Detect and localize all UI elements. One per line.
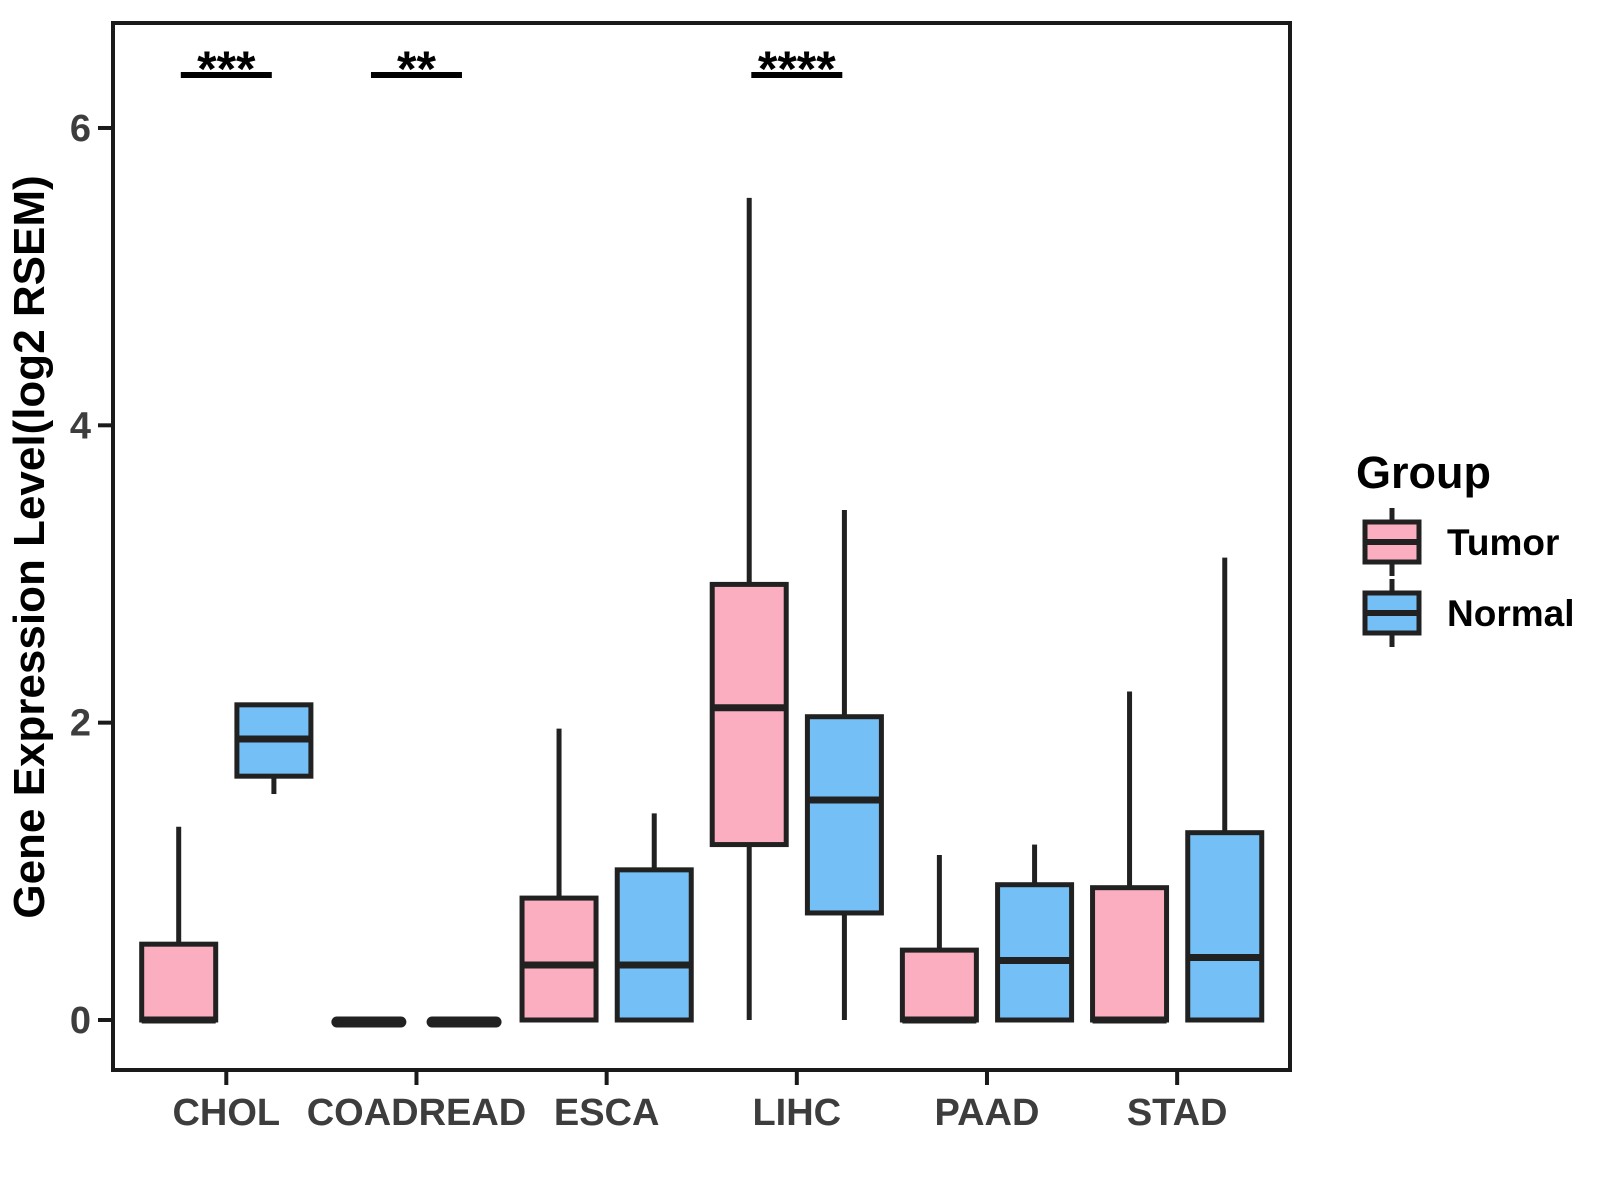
iqr-box xyxy=(139,941,219,1023)
box-normal-LIHC xyxy=(804,510,884,1020)
box-normal-PAAD xyxy=(995,844,1075,1023)
box-tumor-LIHC xyxy=(709,197,789,1020)
x-axis-label: COADREAD xyxy=(307,1092,527,1134)
y-tick-label: 6 xyxy=(70,108,91,150)
y-tick-label: 0 xyxy=(70,1000,91,1042)
iqr-box xyxy=(614,867,694,1023)
y-axis-title: Gene Expression Level(log2 RSEM) xyxy=(5,175,54,918)
significance-label: ** xyxy=(397,41,436,97)
iqr-box xyxy=(519,895,599,1023)
panel-border xyxy=(111,21,1292,1072)
significance-layer: *** ** **** xyxy=(180,41,843,97)
iqr-box xyxy=(1090,885,1170,1023)
y-axis: 0 2 4 6 xyxy=(70,108,113,1042)
x-axis-label: CHOL xyxy=(172,1092,280,1134)
significance-label: *** xyxy=(197,41,256,97)
x-axis: CHOL COADREAD ESCA LIHC PAAD STAD xyxy=(172,1070,1227,1134)
box-tumor-STAD xyxy=(1090,691,1170,1024)
box-tumor-CHOL xyxy=(139,826,219,1024)
iqr-box xyxy=(804,714,884,916)
box-normal-ESCA xyxy=(614,813,694,1023)
x-axis-label: PAAD xyxy=(935,1092,1040,1134)
significance-LIHC: **** xyxy=(751,41,843,97)
x-axis-label: LIHC xyxy=(752,1092,841,1134)
iqr-box xyxy=(899,947,979,1023)
legend-entry-label: Normal xyxy=(1447,593,1574,634)
iqr-box xyxy=(709,581,789,848)
significance-label: **** xyxy=(758,41,836,97)
legend-entry-label: Tumor xyxy=(1447,522,1559,563)
iqr-box xyxy=(995,882,1075,1023)
x-axis-label: ESCA xyxy=(554,1092,660,1134)
x-axis-label: STAD xyxy=(1127,1092,1228,1134)
box-normal-STAD xyxy=(1185,557,1265,1023)
legend-entries: Tumor Normal xyxy=(1362,508,1574,647)
y-tick-label: 2 xyxy=(70,703,91,745)
legend-title: Group xyxy=(1356,447,1491,498)
iqr-box xyxy=(1185,830,1265,1023)
legend-entry-normal: Normal xyxy=(1362,579,1574,647)
significance-COADREAD: ** xyxy=(370,41,462,97)
box-normal-CHOL xyxy=(234,702,314,795)
boxes-layer xyxy=(139,197,1265,1028)
box-tumor-ESCA xyxy=(519,728,599,1023)
y-tick-label: 4 xyxy=(70,405,91,447)
significance-CHOL: *** xyxy=(180,41,272,97)
legend-entry-tumor: Tumor xyxy=(1362,508,1559,576)
legend: Group Tumor Normal xyxy=(1356,447,1574,647)
box-tumor-PAAD xyxy=(899,854,979,1024)
